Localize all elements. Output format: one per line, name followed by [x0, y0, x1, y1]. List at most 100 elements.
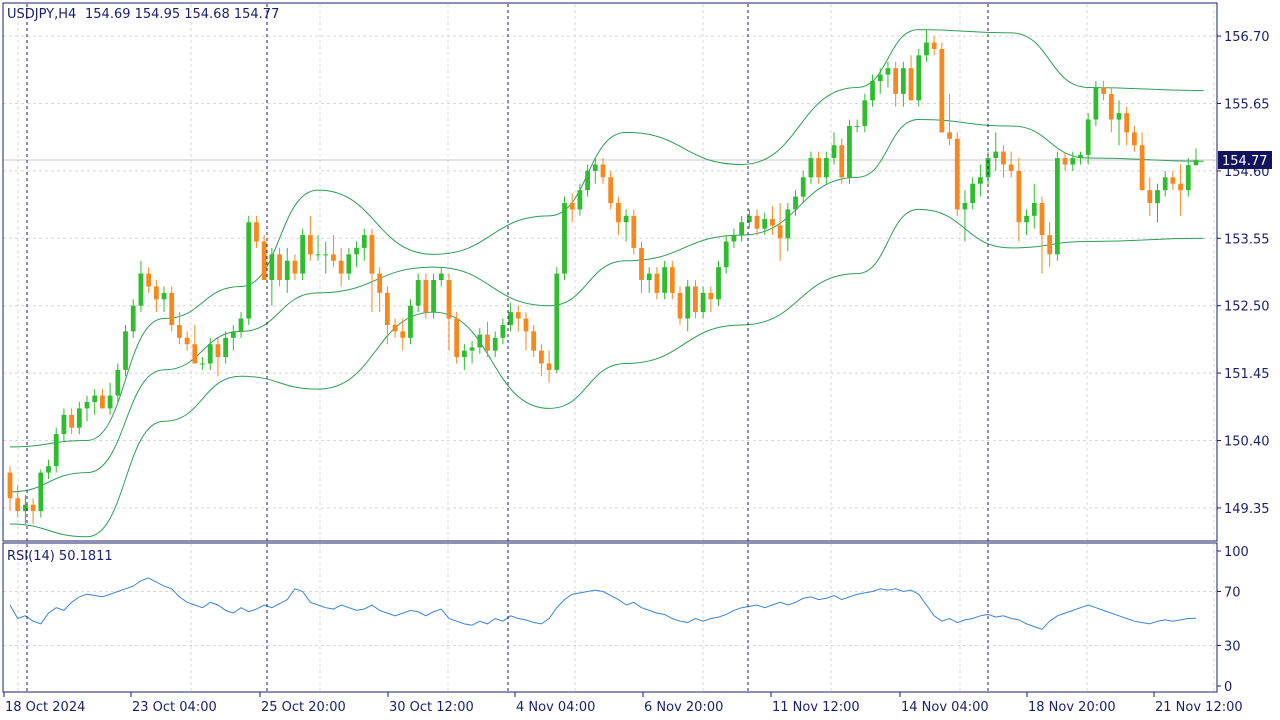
- candle-up: [1185, 165, 1191, 191]
- candle-up: [107, 395, 113, 409]
- candle-up: [970, 183, 976, 203]
- candle-up: [92, 395, 98, 402]
- candle-up: [685, 286, 691, 319]
- candle-down: [446, 280, 452, 319]
- rsi-series-line: [9, 577, 1197, 630]
- price-pane-border: [2, 2, 1218, 542]
- candle-down: [1001, 151, 1006, 165]
- candle-down: [754, 215, 760, 229]
- candle-up: [746, 215, 752, 223]
- candle-up: [346, 254, 352, 274]
- candle-up: [361, 235, 367, 248]
- candle-up: [130, 305, 136, 332]
- candle-up: [1031, 202, 1037, 216]
- candle-up: [461, 350, 467, 358]
- candle-up: [477, 334, 483, 348]
- symbol-label: USDJPY,H4: [7, 7, 76, 22]
- candle-up: [700, 292, 706, 313]
- candle-up: [161, 292, 167, 300]
- candle-down: [454, 318, 460, 358]
- price-tick-label: 153.55: [1224, 232, 1270, 247]
- time-tick-label: 25 Oct 20:00: [261, 700, 346, 715]
- candle-down: [153, 286, 159, 300]
- candle-up: [823, 158, 829, 178]
- candle-down: [654, 273, 660, 293]
- time-tick-label: 18 Nov 20:00: [1028, 700, 1116, 715]
- candle-down: [1147, 190, 1153, 203]
- candle-down: [616, 202, 621, 223]
- candle-up: [1070, 158, 1076, 165]
- candle-up: [623, 215, 629, 223]
- candle-up: [223, 337, 229, 358]
- rsi-tick-label: 30: [1224, 640, 1241, 655]
- candle-up: [1193, 159, 1199, 166]
- time-axis: 18 Oct 2024 23 Oct 04:00 25 Oct 20:00 30 Oc…: [3, 692, 1243, 715]
- candle-down: [954, 138, 960, 210]
- band-middle: [9, 119, 1204, 493]
- candle-down: [377, 273, 383, 293]
- candle-down: [600, 164, 606, 178]
- candle-down: [1132, 132, 1137, 146]
- candle-up: [38, 472, 44, 512]
- rsi-label: RSI(14) 50.1811: [7, 549, 113, 564]
- candle-down: [1016, 170, 1022, 223]
- candle-up: [554, 273, 560, 370]
- candle-up: [46, 466, 51, 473]
- candle-up: [469, 347, 475, 351]
- candle-up: [61, 414, 67, 435]
- candle-up: [138, 273, 144, 306]
- candle-down: [192, 344, 198, 364]
- time-tick-label: 4 Nov 04:00: [516, 700, 595, 715]
- candle-up: [23, 504, 28, 512]
- candle-up: [1078, 154, 1083, 159]
- candle-down: [184, 337, 190, 345]
- candle-up: [924, 42, 929, 56]
- rsi-pane-border: [2, 542, 1218, 693]
- time-tick-label: 21 Nov 12:00: [1155, 700, 1243, 715]
- period-separators: [26, 4, 989, 691]
- candle-down: [777, 225, 783, 239]
- candle-down: [7, 472, 13, 499]
- candle-up: [408, 305, 413, 338]
- candle-up: [415, 280, 421, 306]
- candle-up: [916, 55, 922, 101]
- bollinger-bands: [9, 29, 1204, 538]
- price-tick-label: 156.70: [1224, 30, 1270, 45]
- candle-up: [76, 408, 82, 428]
- candle-down: [1039, 202, 1045, 236]
- candle-up: [885, 68, 891, 75]
- candle-up: [1085, 119, 1091, 155]
- time-tick-label: 30 Oct 12:00: [389, 700, 474, 715]
- candle-down: [677, 292, 683, 319]
- current-price-tag: 154.77: [1218, 150, 1272, 169]
- candle-up: [662, 267, 667, 293]
- candle-down: [939, 48, 945, 133]
- current-price-tag-bg: [1218, 150, 1272, 169]
- candle-down: [1062, 158, 1068, 165]
- candle-down: [369, 235, 375, 274]
- candle-up: [508, 312, 513, 325]
- ohlc-label: 154.69 154.95 154.68 154.77: [85, 7, 279, 22]
- candle-up: [831, 145, 837, 159]
- candle-up: [315, 254, 321, 256]
- grid: [3, 4, 1216, 691]
- candle-down: [384, 292, 390, 325]
- candle-up: [862, 100, 868, 126]
- candle-down: [400, 331, 406, 338]
- rsi-tick-label: 70: [1224, 586, 1241, 601]
- candle-up: [1093, 87, 1099, 120]
- candle-up: [900, 68, 906, 94]
- candle-down: [1178, 183, 1183, 191]
- candle-down: [100, 395, 105, 409]
- candle-up: [993, 151, 999, 159]
- candle-up: [847, 125, 852, 178]
- candle-down: [816, 158, 822, 178]
- candle-down: [292, 260, 298, 274]
- candle-up: [246, 222, 252, 319]
- candle-down: [331, 254, 336, 261]
- candle-up: [646, 273, 652, 281]
- candle-down: [30, 504, 36, 512]
- current-price-tag-text: 154.77: [1222, 154, 1268, 169]
- candle-up: [84, 401, 90, 409]
- candle-up: [300, 235, 306, 274]
